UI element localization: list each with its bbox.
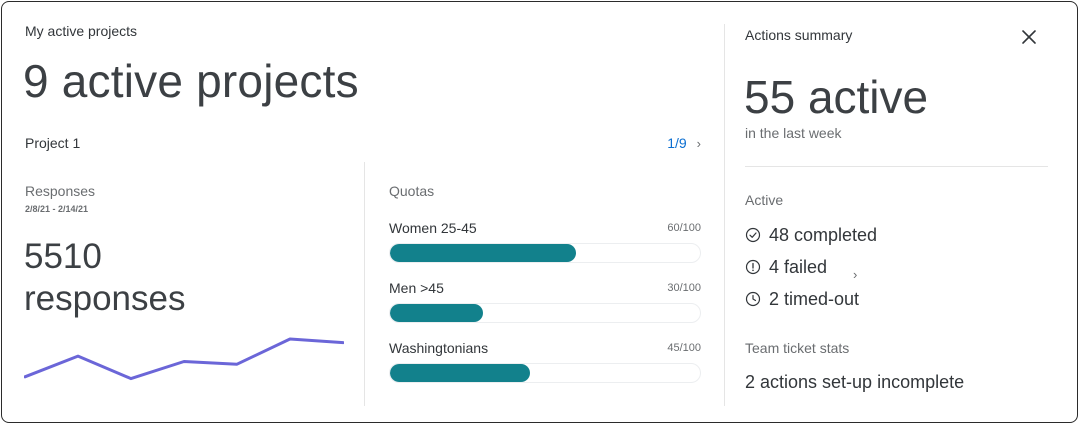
responses-sparkline xyxy=(24,337,344,381)
quotas-title: Quotas xyxy=(389,183,435,199)
close-icon[interactable] xyxy=(1018,26,1040,48)
quota-value: 45/100 xyxy=(667,342,701,354)
pager-text: 1/9 xyxy=(667,135,687,151)
project-pager[interactable]: 1/9 › xyxy=(667,135,701,151)
stat-text: 48 completed xyxy=(769,224,878,245)
summary-divider xyxy=(724,24,725,406)
responses-date-range: 2/8/21 - 2/14/21 xyxy=(25,204,89,214)
project-row: Project 1 1/9 › xyxy=(25,135,701,155)
quota-progress-bar xyxy=(389,363,701,383)
responses-count-number: 5510 xyxy=(24,237,102,276)
quota-item: Women 25-45 60/100 xyxy=(389,220,701,264)
chevron-right-icon[interactable]: › xyxy=(696,136,701,151)
quota-progress-fill xyxy=(390,364,530,382)
responses-label: Responses xyxy=(25,183,96,199)
responses-count: 5510 responses xyxy=(24,236,324,320)
stat-timed-out: 2 timed-out xyxy=(745,288,859,310)
stat-text: 2 timed-out xyxy=(769,288,860,309)
column-divider xyxy=(364,162,365,406)
sparkline-series xyxy=(24,337,344,381)
quota-value: 30/100 xyxy=(667,282,701,294)
actions-subtitle: in the last week xyxy=(745,125,842,141)
quota-progress-fill xyxy=(390,244,576,262)
chevron-right-icon[interactable]: › xyxy=(853,267,858,282)
quota-value: 60/100 xyxy=(667,222,701,234)
quota-name: Men >45 xyxy=(389,280,444,296)
active-projects-headline: 9 active projects xyxy=(23,55,359,107)
check-circle-icon xyxy=(745,227,761,243)
quota-progress-fill xyxy=(390,304,483,322)
alert-circle-icon xyxy=(745,259,761,275)
quota-item: Washingtonians 45/100 xyxy=(389,340,701,384)
project-name: Project 1 xyxy=(25,135,81,151)
summary-horizontal-divider xyxy=(745,166,1048,167)
quota-item: Men >45 30/100 xyxy=(389,280,701,324)
card-title: My active projects xyxy=(25,23,138,39)
stat-completed: 48 completed xyxy=(745,224,877,246)
team-ticket-stats-label: Team ticket stats xyxy=(745,340,850,356)
stat-text: 4 failed xyxy=(769,256,828,277)
clock-icon xyxy=(745,291,761,307)
responses-count-unit: responses xyxy=(24,279,186,318)
team-ticket-stats-value: 2 actions set-up incomplete xyxy=(745,372,965,392)
quota-progress-bar xyxy=(389,303,701,323)
stat-failed: 4 failed xyxy=(745,256,827,278)
quota-progress-bar xyxy=(389,243,701,263)
quota-name: Washingtonians xyxy=(389,340,489,356)
actions-active-headline: 55 active xyxy=(744,71,929,123)
close-button[interactable] xyxy=(1018,26,1040,48)
actions-summary-title: Actions summary xyxy=(745,27,853,43)
quota-name: Women 25-45 xyxy=(389,220,477,236)
active-section-label: Active xyxy=(745,192,784,208)
